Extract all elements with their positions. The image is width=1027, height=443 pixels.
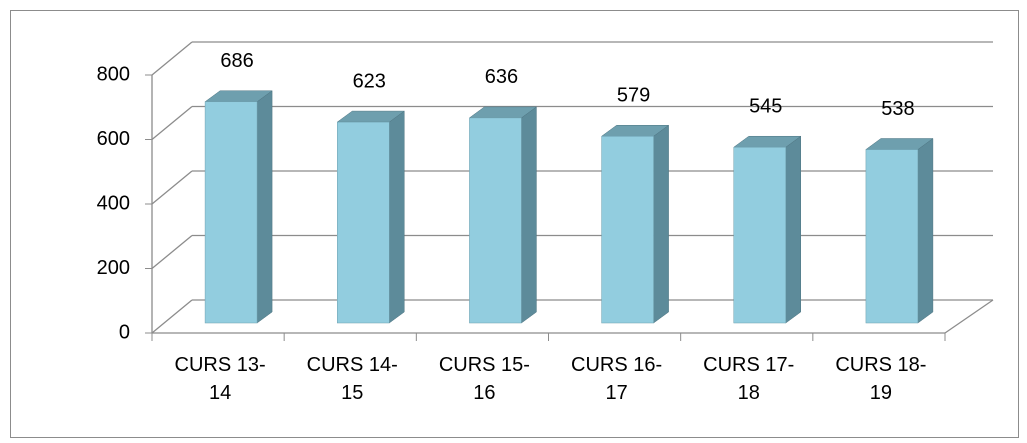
- bar-side: [917, 138, 934, 324]
- grid-line: [151, 41, 193, 76]
- x-tick-label: CURS 13- 14: [174, 354, 266, 404]
- x-tick-label: CURS 14- 15: [306, 354, 398, 404]
- x-tick-label: CURS 15- 16: [438, 354, 530, 404]
- bar: [337, 121, 390, 324]
- data-label: 623: [353, 70, 386, 92]
- bar: [469, 117, 522, 324]
- y-tick-label: 0: [119, 321, 130, 343]
- data-label: 579: [617, 85, 650, 107]
- y-tick-label: 200: [97, 257, 130, 279]
- grid-line: [151, 105, 193, 141]
- bar-side: [521, 106, 537, 324]
- y-tick-label: 600: [97, 128, 130, 150]
- y-tick-label: 400: [97, 192, 130, 214]
- grid-line: [151, 234, 193, 270]
- bar: [601, 136, 654, 324]
- x-tick-label: CURS 16- 17: [571, 354, 663, 404]
- bar-side: [389, 110, 405, 324]
- floor-right: [944, 299, 994, 334]
- data-label: 686: [220, 50, 253, 72]
- x-tick-label: CURS 17- 18: [703, 354, 795, 404]
- grid-line: [151, 299, 193, 334]
- grid-line: [151, 170, 193, 205]
- data-label: 545: [749, 96, 782, 118]
- bar-side: [653, 124, 669, 324]
- bar: [865, 149, 919, 324]
- bar: [204, 101, 258, 324]
- x-tick-label: CURS 18- 19: [835, 354, 927, 404]
- y-tick-label: 800: [97, 63, 130, 85]
- data-label: 538: [881, 98, 914, 120]
- bar-side: [785, 135, 801, 324]
- bar: [733, 146, 786, 324]
- bar-side: [256, 90, 273, 324]
- data-label: 636: [485, 66, 518, 88]
